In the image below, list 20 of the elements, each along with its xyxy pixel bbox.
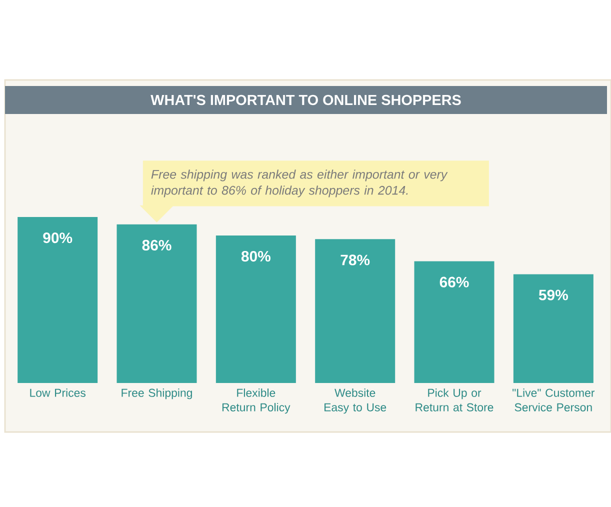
data-label: 59% xyxy=(538,290,568,300)
annotation: Free shipping was ranked as either important or very important to 86% of holiday shoppers in 2014. xyxy=(151,170,448,198)
chart-title: WHAT'S IMPORTANT TO ONLINE SHOPPERS xyxy=(150,94,461,106)
bar xyxy=(414,261,494,383)
data-label: 66% xyxy=(440,276,469,288)
x-tick-label: Free Shipping xyxy=(122,388,192,400)
bar xyxy=(216,235,296,383)
bar xyxy=(315,239,396,383)
x-tick-label: Low Prices xyxy=(30,388,86,397)
bar xyxy=(116,224,197,383)
data-label: 78% xyxy=(340,254,370,266)
data-label: 86% xyxy=(142,240,172,250)
x-tick-label: Website Easy to Use xyxy=(324,388,386,414)
data-label: 80% xyxy=(241,250,270,262)
data-label: 90% xyxy=(43,232,72,244)
bar xyxy=(18,217,98,383)
x-tick-label: Flexible Return Policy xyxy=(222,388,290,414)
x-tick-label: Pick Up or Return at Store xyxy=(416,388,494,412)
x-tick-label: "Live" Customer Service Person xyxy=(512,388,595,412)
bar xyxy=(513,274,594,383)
